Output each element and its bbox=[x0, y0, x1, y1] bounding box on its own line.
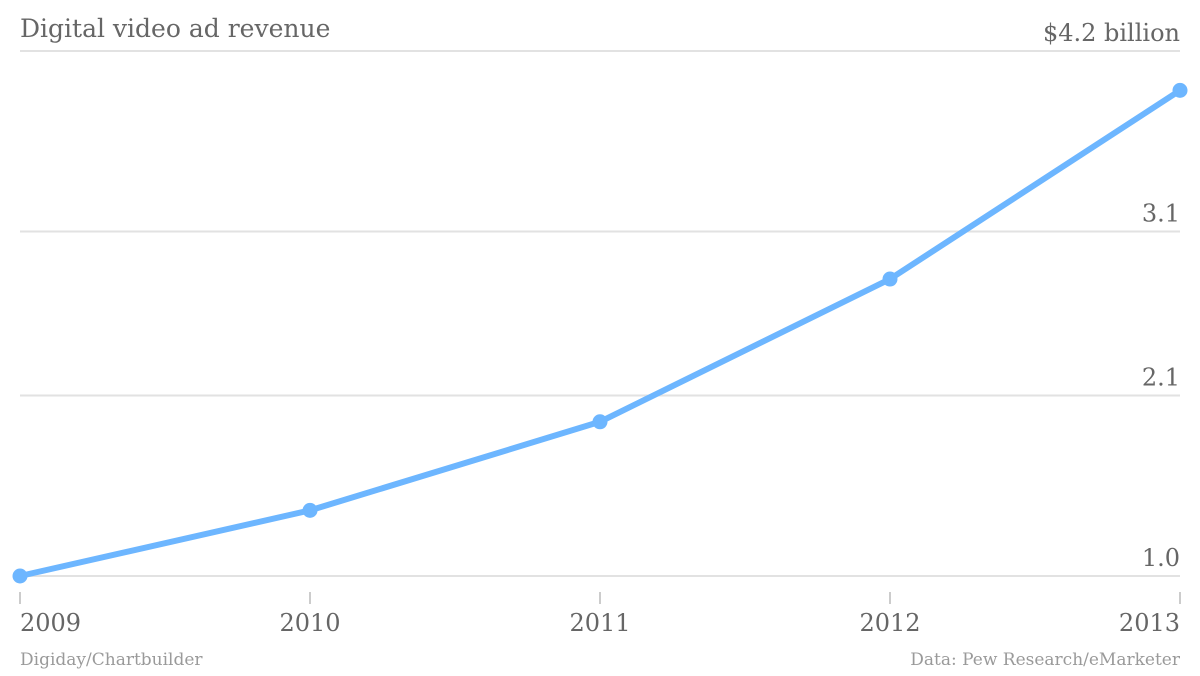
x-tick-label: 2012 bbox=[859, 609, 920, 637]
x-axis-ticks: 2009 2010 2011 2012 2013 bbox=[19, 592, 1181, 637]
data-point bbox=[1172, 82, 1188, 98]
chart-credit: Digiday/Chartbuilder bbox=[20, 650, 203, 670]
x-tick-label: 2013 bbox=[1119, 609, 1180, 637]
gridlines bbox=[20, 50, 1180, 577]
data-point bbox=[12, 568, 28, 584]
series-revenue bbox=[12, 82, 1188, 584]
y-tick-label: 3.1 bbox=[1142, 199, 1180, 227]
y-axis-tick-labels: 1.0 2.1 3.1 $4.2 billion bbox=[1043, 19, 1180, 572]
x-tick-label: 2009 bbox=[20, 609, 81, 637]
y-tick-label: $4.2 billion bbox=[1043, 19, 1180, 47]
data-source: Data: Pew Research/eMarketer bbox=[910, 650, 1180, 670]
chart-title: Digital video ad revenue bbox=[20, 14, 331, 43]
x-tick-label: 2010 bbox=[279, 609, 340, 637]
y-tick-label: 2.1 bbox=[1142, 364, 1180, 392]
data-point bbox=[592, 414, 608, 430]
data-point bbox=[882, 271, 898, 287]
y-tick-label: 1.0 bbox=[1142, 544, 1180, 572]
data-point bbox=[302, 502, 318, 518]
series-line bbox=[17, 87, 1183, 579]
x-tick-label: 2011 bbox=[569, 609, 630, 637]
